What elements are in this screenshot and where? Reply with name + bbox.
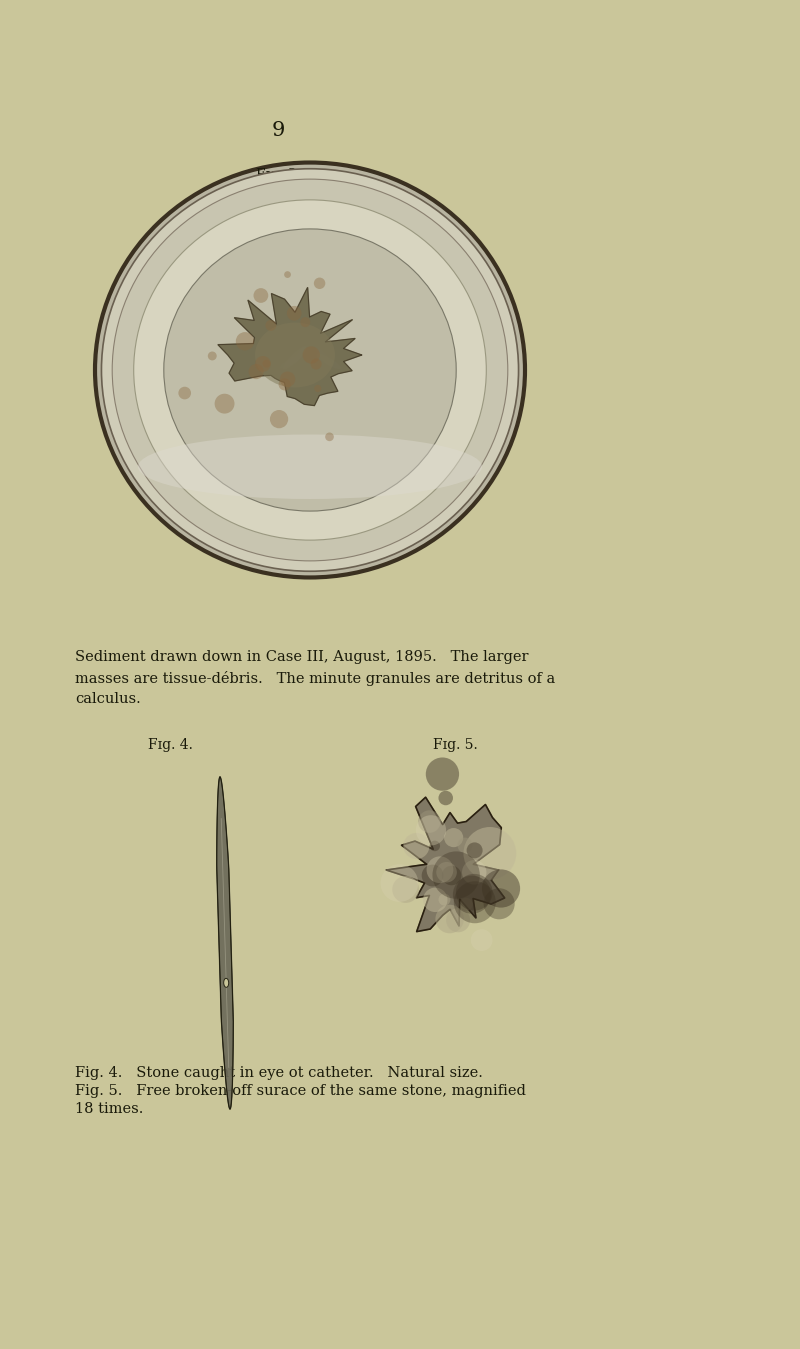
Circle shape xyxy=(454,881,496,923)
Ellipse shape xyxy=(138,434,482,499)
Ellipse shape xyxy=(316,353,341,370)
Circle shape xyxy=(278,378,290,390)
Circle shape xyxy=(458,838,473,853)
Ellipse shape xyxy=(134,200,486,540)
Circle shape xyxy=(270,410,288,428)
Circle shape xyxy=(214,394,234,414)
Text: Sediment drawn down in Case III, August, 1895.   The larger
masses are tissue-dé: Sediment drawn down in Case III, August,… xyxy=(75,650,555,706)
Ellipse shape xyxy=(102,169,518,571)
Ellipse shape xyxy=(283,347,306,370)
Circle shape xyxy=(423,888,447,912)
Ellipse shape xyxy=(255,322,335,387)
Circle shape xyxy=(435,905,464,934)
Polygon shape xyxy=(386,797,505,932)
Circle shape xyxy=(444,828,463,847)
Circle shape xyxy=(249,364,264,379)
Circle shape xyxy=(416,815,446,846)
Circle shape xyxy=(284,271,291,278)
Circle shape xyxy=(484,888,514,919)
Circle shape xyxy=(456,874,493,911)
Circle shape xyxy=(426,857,454,884)
Circle shape xyxy=(433,851,480,898)
Circle shape xyxy=(236,332,254,351)
Circle shape xyxy=(418,811,441,832)
Circle shape xyxy=(426,758,459,791)
Circle shape xyxy=(462,861,486,885)
Text: Fɪg. 5.: Fɪg. 5. xyxy=(433,738,478,751)
Ellipse shape xyxy=(95,162,525,577)
Circle shape xyxy=(262,360,270,368)
Circle shape xyxy=(466,842,482,858)
Text: Fɪg. 3.: Fɪg. 3. xyxy=(256,169,300,182)
Ellipse shape xyxy=(280,355,302,368)
Text: 9: 9 xyxy=(271,120,285,139)
Circle shape xyxy=(403,832,430,859)
Circle shape xyxy=(392,876,419,902)
Text: 18 times.: 18 times. xyxy=(75,1102,143,1116)
Circle shape xyxy=(255,356,271,372)
Polygon shape xyxy=(217,777,234,1109)
Circle shape xyxy=(442,866,462,885)
Circle shape xyxy=(381,865,418,902)
Circle shape xyxy=(300,317,310,326)
Circle shape xyxy=(302,347,320,364)
Circle shape xyxy=(314,278,326,289)
Circle shape xyxy=(280,371,295,387)
Circle shape xyxy=(287,306,302,321)
Ellipse shape xyxy=(112,179,508,561)
Circle shape xyxy=(314,384,322,393)
Circle shape xyxy=(430,840,440,851)
Circle shape xyxy=(482,869,520,908)
Text: Fig. 5.   Free broken-off surace of the same stone, magnified: Fig. 5. Free broken-off surace of the sa… xyxy=(75,1085,526,1098)
Polygon shape xyxy=(218,287,362,406)
Circle shape xyxy=(208,352,217,360)
Circle shape xyxy=(438,791,453,805)
Text: Fɪg. 4.: Fɪg. 4. xyxy=(147,738,193,751)
Circle shape xyxy=(470,929,493,951)
Circle shape xyxy=(310,359,322,370)
Ellipse shape xyxy=(316,348,331,366)
Circle shape xyxy=(254,289,268,304)
Circle shape xyxy=(446,908,470,932)
Text: Fig. 4.   Stone caught in eye ot catheter.   Natural size.: Fig. 4. Stone caught in eye ot catheter.… xyxy=(75,1066,483,1081)
Circle shape xyxy=(438,893,450,905)
Circle shape xyxy=(266,320,276,331)
Circle shape xyxy=(453,876,491,913)
Circle shape xyxy=(178,387,191,399)
Circle shape xyxy=(463,827,516,880)
Circle shape xyxy=(325,433,334,441)
Circle shape xyxy=(422,865,443,886)
Ellipse shape xyxy=(164,229,456,511)
Ellipse shape xyxy=(224,978,229,987)
Ellipse shape xyxy=(294,347,305,364)
Circle shape xyxy=(459,898,473,911)
Circle shape xyxy=(436,862,457,882)
